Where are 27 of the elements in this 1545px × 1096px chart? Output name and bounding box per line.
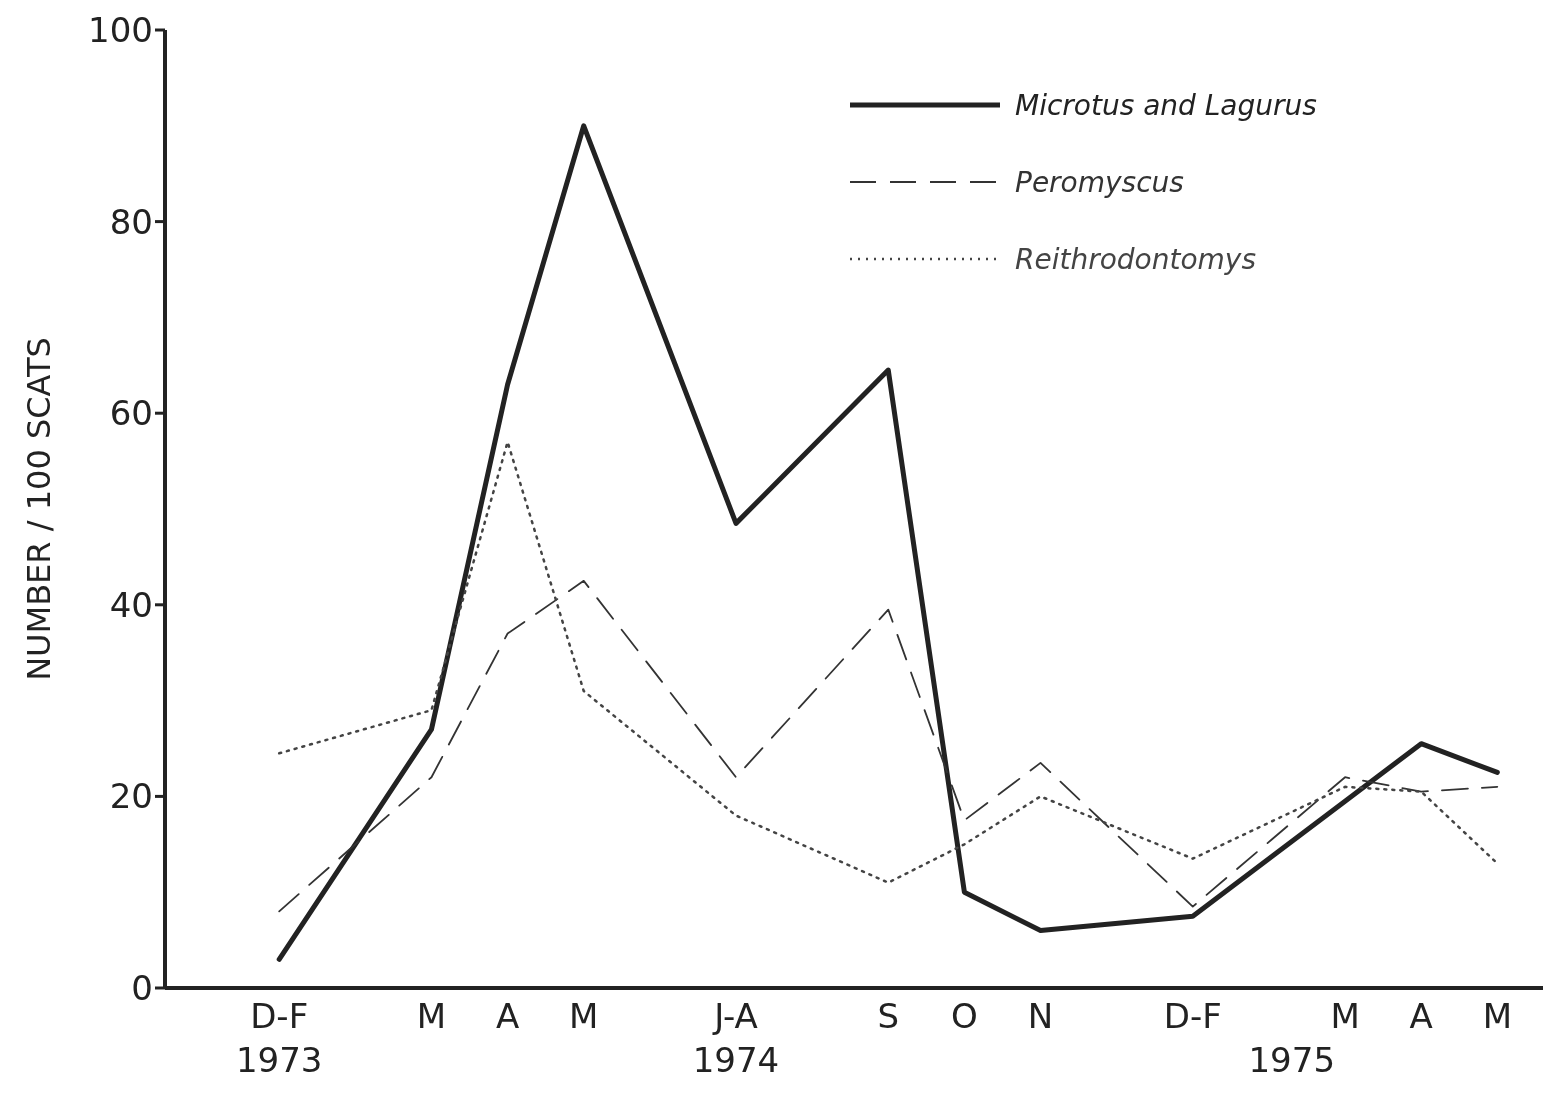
y-tick-label: 40 (109, 584, 153, 625)
x-tick-label: D-F (1163, 996, 1222, 1036)
y-tick-label: 20 (109, 776, 153, 817)
x-tick-label: N (1027, 996, 1054, 1036)
x-tick-label: D-F (250, 996, 309, 1036)
line-series (278, 579, 1499, 913)
y-tick-label: 60 (109, 393, 153, 434)
x-tick-label: M (1330, 996, 1360, 1036)
text: 1974 (692, 1040, 780, 1080)
x-tick-label: M (569, 996, 599, 1036)
text: Microtus and Lagurus (1015, 88, 1317, 122)
text: Reithrodontomys (1015, 242, 1257, 276)
line-series (277, 440, 1499, 884)
text: 1973 (235, 1040, 323, 1080)
x-tick-label: M (1482, 996, 1512, 1036)
text: Peromyscus (1015, 165, 1184, 199)
y-tick-label: 100 (88, 9, 153, 50)
text: 1975 (1248, 1040, 1336, 1080)
x-tick-label: S (877, 996, 900, 1036)
x-tick-label: O (951, 996, 978, 1036)
x-tick-label: M (416, 996, 447, 1036)
x-tick-label: A (495, 996, 520, 1036)
y-tick-label: 80 (109, 201, 153, 242)
y-axis-title: NUMBER / 100 SCATS (20, 337, 58, 681)
x-tick-label: J-A (712, 996, 758, 1036)
y-tick-label: 0 (131, 967, 153, 1008)
x-tick-label: A (1409, 996, 1433, 1036)
